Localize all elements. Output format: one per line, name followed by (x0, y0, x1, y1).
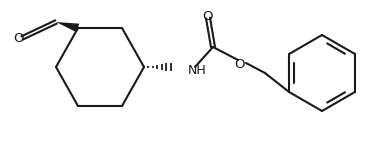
Text: NH: NH (188, 63, 207, 76)
Text: O: O (13, 32, 23, 45)
Text: O: O (203, 9, 213, 22)
Text: O: O (235, 58, 245, 72)
Polygon shape (56, 22, 79, 32)
